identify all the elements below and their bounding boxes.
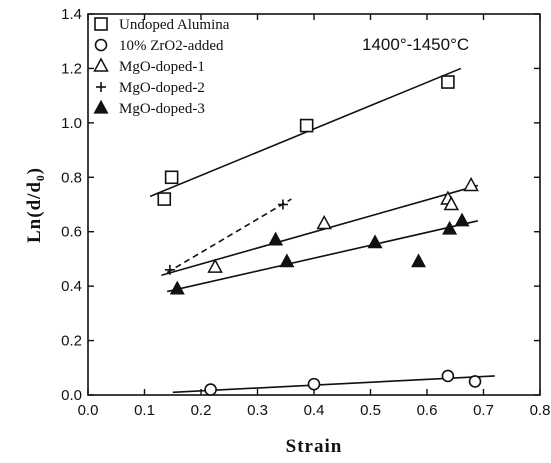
y-tick-label: 0.4 <box>61 278 82 295</box>
x-tick-label: 0.4 <box>304 402 325 419</box>
temperature-annotation: 1400°-1450°C <box>362 35 469 54</box>
undoped-alumina-point <box>157 192 172 206</box>
mgo-doped-3-point <box>367 234 383 249</box>
mgo-doped-3-point-shape <box>279 253 295 268</box>
legend-marker-mgo-doped-3-shape <box>93 99 109 114</box>
y-axis-title: Ln(d/d₀) <box>24 167 45 243</box>
x-tick-label: 0.2 <box>191 402 212 419</box>
mgo-doped-3-point-shape <box>169 280 185 295</box>
10-zro2-added-fit-line <box>172 375 495 394</box>
legend-label: MgO-doped-2 <box>119 80 205 96</box>
10-zro2-added-point-shape <box>204 383 217 396</box>
mgo-doped-3-point <box>411 253 427 268</box>
y-tick-label: 1.2 <box>61 60 82 77</box>
legend-label: Undoped Alumina <box>119 17 230 33</box>
x-tick-label: 0.0 <box>78 402 99 419</box>
10-zro2-added-point <box>204 383 217 396</box>
x-tick-label: 0.8 <box>530 402 551 419</box>
y-tick-label: 1.4 <box>61 6 82 23</box>
legend-item-mgo-doped-3: MgO-doped-3 <box>93 99 205 117</box>
10-zro2-added-point-shape <box>468 375 482 388</box>
legend-marker-undoped-alumina <box>94 17 108 31</box>
x-tick-label: 0.5 <box>360 402 381 419</box>
mgo-doped-3-point-shape <box>367 234 383 249</box>
mgo-doped-3-point-shape <box>268 231 284 246</box>
mgo-doped-3-point-shape <box>442 220 458 235</box>
mgo-doped-1-point <box>207 258 223 273</box>
mgo-doped-3-point-shape <box>411 253 427 268</box>
data-points <box>157 75 482 396</box>
mgo-doped-1-fit-line <box>161 184 479 277</box>
legend-marker-mgo-doped-1 <box>93 57 109 72</box>
mgo-doped-3-point <box>268 231 284 246</box>
undoped-alumina-point <box>164 170 179 185</box>
mgo-doped-3-fit-line <box>166 220 479 293</box>
undoped-alumina-point-shape <box>299 118 314 133</box>
legend-marker-mgo-doped-1-shape <box>93 57 109 72</box>
y-tick-label: 0.8 <box>61 169 82 186</box>
mgo-doped-3-point <box>169 280 185 295</box>
legend-label: MgO-doped-1 <box>119 59 205 75</box>
10-zro2-added-point <box>441 369 455 383</box>
legend-marker-mgo-doped-3 <box>93 99 109 114</box>
y-tick-label: 1.0 <box>61 115 82 132</box>
mgo-doped-1-point <box>463 176 479 192</box>
10-zro2-added-point <box>468 375 482 388</box>
legend-marker-mgo-doped-2 <box>96 82 106 92</box>
legend-item-10-zro2-added: 10% ZrO2-added <box>94 38 224 54</box>
undoped-alumina-point-shape <box>157 192 172 206</box>
x-tick-label: 0.3 <box>247 402 268 419</box>
legend-marker-10-zro2-added-shape <box>94 38 108 52</box>
undoped-alumina-point <box>299 118 314 133</box>
mgo-doped-1-point-shape <box>316 214 332 230</box>
undoped-alumina-point-shape <box>441 75 455 89</box>
mgo-doped-3-point <box>454 212 470 227</box>
legend-item-mgo-doped-2: MgO-doped-2 <box>96 80 205 96</box>
fit-lines <box>149 67 495 394</box>
ticks-layer: 0.0 0.1 0.2 0.3 0.4 0.5 0.6 0.7 0.8 0.0 0.2 0.4 0.6 0… <box>61 6 550 419</box>
10-zro2-added-point <box>307 377 321 391</box>
undoped-alumina-fit-line <box>149 67 462 198</box>
legend-label: MgO-doped-3 <box>119 101 205 117</box>
x-tick-label: 0.1 <box>134 402 155 419</box>
legend-item-undoped-alumina: Undoped Alumina <box>94 17 230 33</box>
legend: Undoped Alumina 10% ZrO2-added MgO-doped-1… <box>93 17 230 117</box>
mgo-doped-1-point <box>316 214 332 230</box>
x-tick-label: 0.6 <box>417 402 438 419</box>
mgo-doped-1-point-shape <box>463 176 479 192</box>
y-tick-label: 0.2 <box>61 333 82 350</box>
undoped-alumina-point-shape <box>164 170 179 185</box>
y-tick-label: 0.0 <box>61 387 82 404</box>
legend-label: 10% ZrO2-added <box>119 38 224 54</box>
undoped-alumina-point <box>441 75 455 89</box>
mgo-doped-1-point-shape <box>443 195 460 211</box>
legend-marker-undoped-alumina-shape <box>94 17 108 31</box>
mgo-doped-1-point <box>443 195 460 211</box>
legend-marker-10-zro2-added <box>94 38 108 52</box>
10-zro2-added-point-shape <box>307 377 321 391</box>
mgo-doped-2-point <box>277 199 288 210</box>
mgo-doped-2-point <box>164 264 175 275</box>
legend-item-mgo-doped-1: MgO-doped-1 <box>93 57 205 75</box>
mgo-doped-3-point-shape <box>454 212 470 227</box>
mgo-doped-3-point <box>279 253 295 268</box>
mgo-doped-2-fit-line <box>166 198 292 274</box>
10-zro2-added-point-shape <box>441 369 455 383</box>
x-axis-title: Strain <box>286 436 343 457</box>
mgo-doped-1-point-shape <box>207 258 223 273</box>
x-tick-label: 0.7 <box>473 402 494 419</box>
y-tick-label: 0.6 <box>61 224 82 241</box>
mgo-doped-3-point <box>442 220 458 235</box>
